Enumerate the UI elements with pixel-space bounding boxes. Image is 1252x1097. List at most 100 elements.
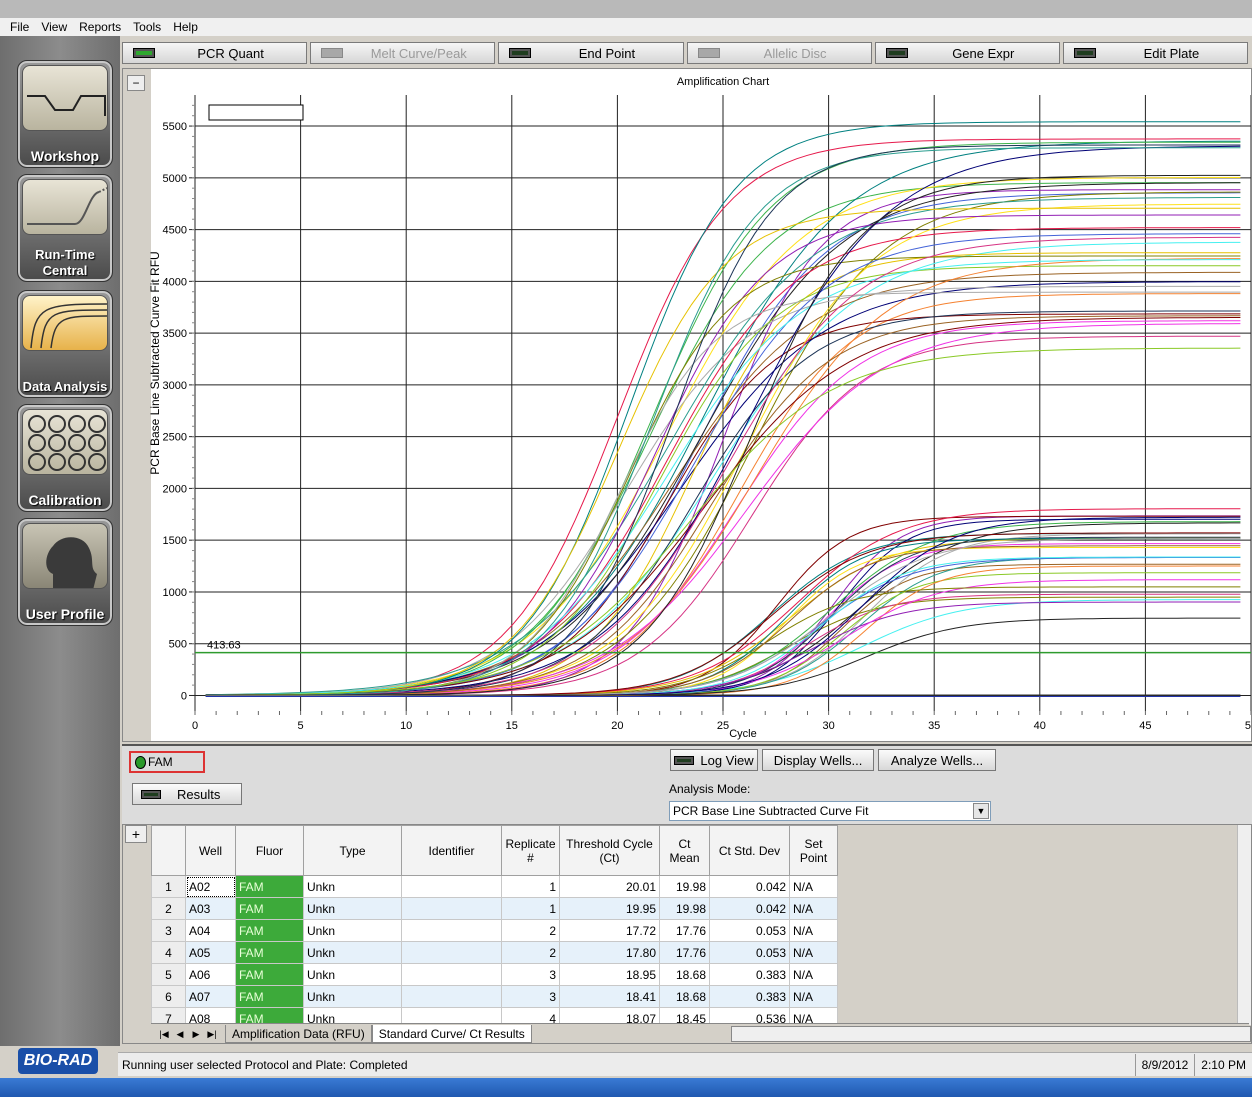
nav-workshop-button[interactable]: Workshop bbox=[17, 60, 113, 168]
cell-replicate[interactable]: 2 bbox=[502, 942, 560, 964]
cell-fluor[interactable]: FAM bbox=[236, 964, 304, 986]
cell-set-point[interactable]: N/A bbox=[790, 986, 838, 1008]
cell-set-point[interactable]: N/A bbox=[790, 920, 838, 942]
col-set-point[interactable]: Set Point bbox=[790, 826, 838, 876]
cell-ct[interactable]: 20.01 bbox=[560, 876, 660, 898]
last-sheet-icon[interactable]: ▶| bbox=[205, 1027, 219, 1041]
results-button[interactable]: Results bbox=[132, 783, 242, 805]
col-identifier[interactable]: Identifier bbox=[402, 826, 502, 876]
cell-well[interactable]: A06 bbox=[186, 964, 236, 986]
display-wells-button[interactable]: Display Wells... bbox=[762, 749, 874, 771]
cell-type[interactable]: Unkn bbox=[304, 986, 402, 1008]
table-row[interactable]: 4 A05 FAM Unkn 2 17.80 17.76 0.053 N/A bbox=[152, 942, 838, 964]
tab-edit-plate[interactable]: Edit Plate bbox=[1063, 42, 1248, 64]
cell-fluor[interactable]: FAM bbox=[236, 942, 304, 964]
expand-table-button[interactable]: + bbox=[125, 825, 147, 843]
cell-ct-std[interactable]: 0.053 bbox=[710, 942, 790, 964]
col-replicate[interactable]: Replicate # bbox=[502, 826, 560, 876]
menu-help[interactable]: Help bbox=[173, 20, 198, 34]
cell-ct[interactable]: 18.41 bbox=[560, 986, 660, 1008]
cell-type[interactable]: Unkn bbox=[304, 898, 402, 920]
prev-sheet-icon[interactable]: ◀ bbox=[173, 1027, 187, 1041]
tab-gene-expr[interactable]: Gene Expr bbox=[875, 42, 1060, 64]
cell-ct[interactable]: 19.95 bbox=[560, 898, 660, 920]
cell-well[interactable]: A07 bbox=[186, 986, 236, 1008]
nav-user-profile-button[interactable]: User Profile bbox=[17, 518, 113, 626]
cell-type[interactable]: Unkn bbox=[304, 920, 402, 942]
cell-ct-mean[interactable]: 19.98 bbox=[660, 876, 710, 898]
menu-tools[interactable]: Tools bbox=[133, 20, 161, 34]
cell-ct-std[interactable]: 0.042 bbox=[710, 898, 790, 920]
chevron-down-icon[interactable]: ▼ bbox=[973, 803, 989, 819]
analysis-mode-select[interactable]: PCR Base Line Subtracted Curve Fit ▼ bbox=[669, 801, 991, 821]
cell-ct-std[interactable]: 0.383 bbox=[710, 964, 790, 986]
cell-ct-std[interactable]: 0.053 bbox=[710, 920, 790, 942]
cell-ct-std[interactable]: 0.042 bbox=[710, 876, 790, 898]
nav-calibration-button[interactable]: Calibration bbox=[17, 404, 113, 512]
log-view-button[interactable]: Log View bbox=[670, 749, 758, 771]
table-horizontal-scrollbar[interactable] bbox=[731, 1026, 1251, 1042]
col-threshold-cycle[interactable]: Threshold Cycle (Ct) bbox=[560, 826, 660, 876]
col-type[interactable]: Type bbox=[304, 826, 402, 876]
cell-well[interactable]: A03 bbox=[186, 898, 236, 920]
table-row[interactable]: 1 A02 FAM Unkn 1 20.01 19.98 0.042 N/A bbox=[152, 876, 838, 898]
cell-ct-std[interactable]: 0.383 bbox=[710, 986, 790, 1008]
cell-replicate[interactable]: 1 bbox=[502, 898, 560, 920]
cell-ct[interactable]: 17.72 bbox=[560, 920, 660, 942]
nav-data-analysis-button[interactable]: Data Analysis bbox=[17, 290, 113, 398]
cell-identifier[interactable] bbox=[402, 986, 502, 1008]
cell-ct[interactable]: 17.80 bbox=[560, 942, 660, 964]
nav-run-time-central-button[interactable]: Run-Time Central bbox=[17, 174, 113, 282]
cell-identifier[interactable] bbox=[402, 920, 502, 942]
cell-identifier[interactable] bbox=[402, 898, 502, 920]
menu-view[interactable]: View bbox=[41, 20, 67, 34]
cell-well[interactable]: A04 bbox=[186, 920, 236, 942]
tab-end-point[interactable]: End Point bbox=[498, 42, 683, 64]
cell-ct-mean[interactable]: 18.68 bbox=[660, 964, 710, 986]
tab-pcr-quant[interactable]: PCR Quant bbox=[122, 42, 307, 64]
analyze-wells-button[interactable]: Analyze Wells... bbox=[878, 749, 996, 771]
cell-replicate[interactable]: 2 bbox=[502, 920, 560, 942]
table-vertical-scrollbar[interactable] bbox=[1237, 825, 1251, 1025]
cell-type[interactable]: Unkn bbox=[304, 964, 402, 986]
tab-standard-curve-ct-results[interactable]: Standard Curve/ Ct Results bbox=[372, 1025, 532, 1043]
col-ct-std-dev[interactable]: Ct Std. Dev bbox=[710, 826, 790, 876]
col-ct-mean[interactable]: Ct Mean bbox=[660, 826, 710, 876]
cell-identifier[interactable] bbox=[402, 964, 502, 986]
first-sheet-icon[interactable]: |◀ bbox=[157, 1027, 171, 1041]
col-fluor[interactable]: Fluor bbox=[236, 826, 304, 876]
cell-fluor[interactable]: FAM bbox=[236, 986, 304, 1008]
cell-replicate[interactable]: 3 bbox=[502, 964, 560, 986]
table-row[interactable]: 3 A04 FAM Unkn 2 17.72 17.76 0.053 N/A bbox=[152, 920, 838, 942]
fluor-selector[interactable]: FAM bbox=[129, 751, 205, 773]
table-row[interactable]: 5 A06 FAM Unkn 3 18.95 18.68 0.383 N/A bbox=[152, 964, 838, 986]
table-row[interactable]: 2 A03 FAM Unkn 1 19.95 19.98 0.042 N/A bbox=[152, 898, 838, 920]
cell-ct[interactable]: 18.95 bbox=[560, 964, 660, 986]
menu-file[interactable]: File bbox=[10, 20, 29, 34]
collapse-chart-button[interactable]: − bbox=[127, 75, 145, 91]
tab-amplification-data[interactable]: Amplification Data (RFU) bbox=[225, 1025, 372, 1043]
cell-replicate[interactable]: 3 bbox=[502, 986, 560, 1008]
cell-well[interactable]: A05 bbox=[186, 942, 236, 964]
cell-identifier[interactable] bbox=[402, 942, 502, 964]
cell-well[interactable]: A02 bbox=[186, 876, 236, 898]
cell-type[interactable]: Unkn bbox=[304, 942, 402, 964]
cell-set-point[interactable]: N/A bbox=[790, 942, 838, 964]
cell-ct-mean[interactable]: 17.76 bbox=[660, 942, 710, 964]
menu-reports[interactable]: Reports bbox=[79, 20, 121, 34]
cell-type[interactable]: Unkn bbox=[304, 876, 402, 898]
cell-set-point[interactable]: N/A bbox=[790, 898, 838, 920]
cell-fluor[interactable]: FAM bbox=[236, 898, 304, 920]
col-well[interactable]: Well bbox=[186, 826, 236, 876]
cell-identifier[interactable] bbox=[402, 876, 502, 898]
cell-ct-mean[interactable]: 19.98 bbox=[660, 898, 710, 920]
cell-fluor[interactable]: FAM bbox=[236, 920, 304, 942]
next-sheet-icon[interactable]: ▶ bbox=[189, 1027, 203, 1041]
cell-set-point[interactable]: N/A bbox=[790, 876, 838, 898]
cell-set-point[interactable]: N/A bbox=[790, 964, 838, 986]
table-row[interactable]: 6 A07 FAM Unkn 3 18.41 18.68 0.383 N/A bbox=[152, 986, 838, 1008]
cell-replicate[interactable]: 1 bbox=[502, 876, 560, 898]
cell-ct-mean[interactable]: 17.76 bbox=[660, 920, 710, 942]
cell-ct-mean[interactable]: 18.68 bbox=[660, 986, 710, 1008]
cell-fluor[interactable]: FAM bbox=[236, 876, 304, 898]
